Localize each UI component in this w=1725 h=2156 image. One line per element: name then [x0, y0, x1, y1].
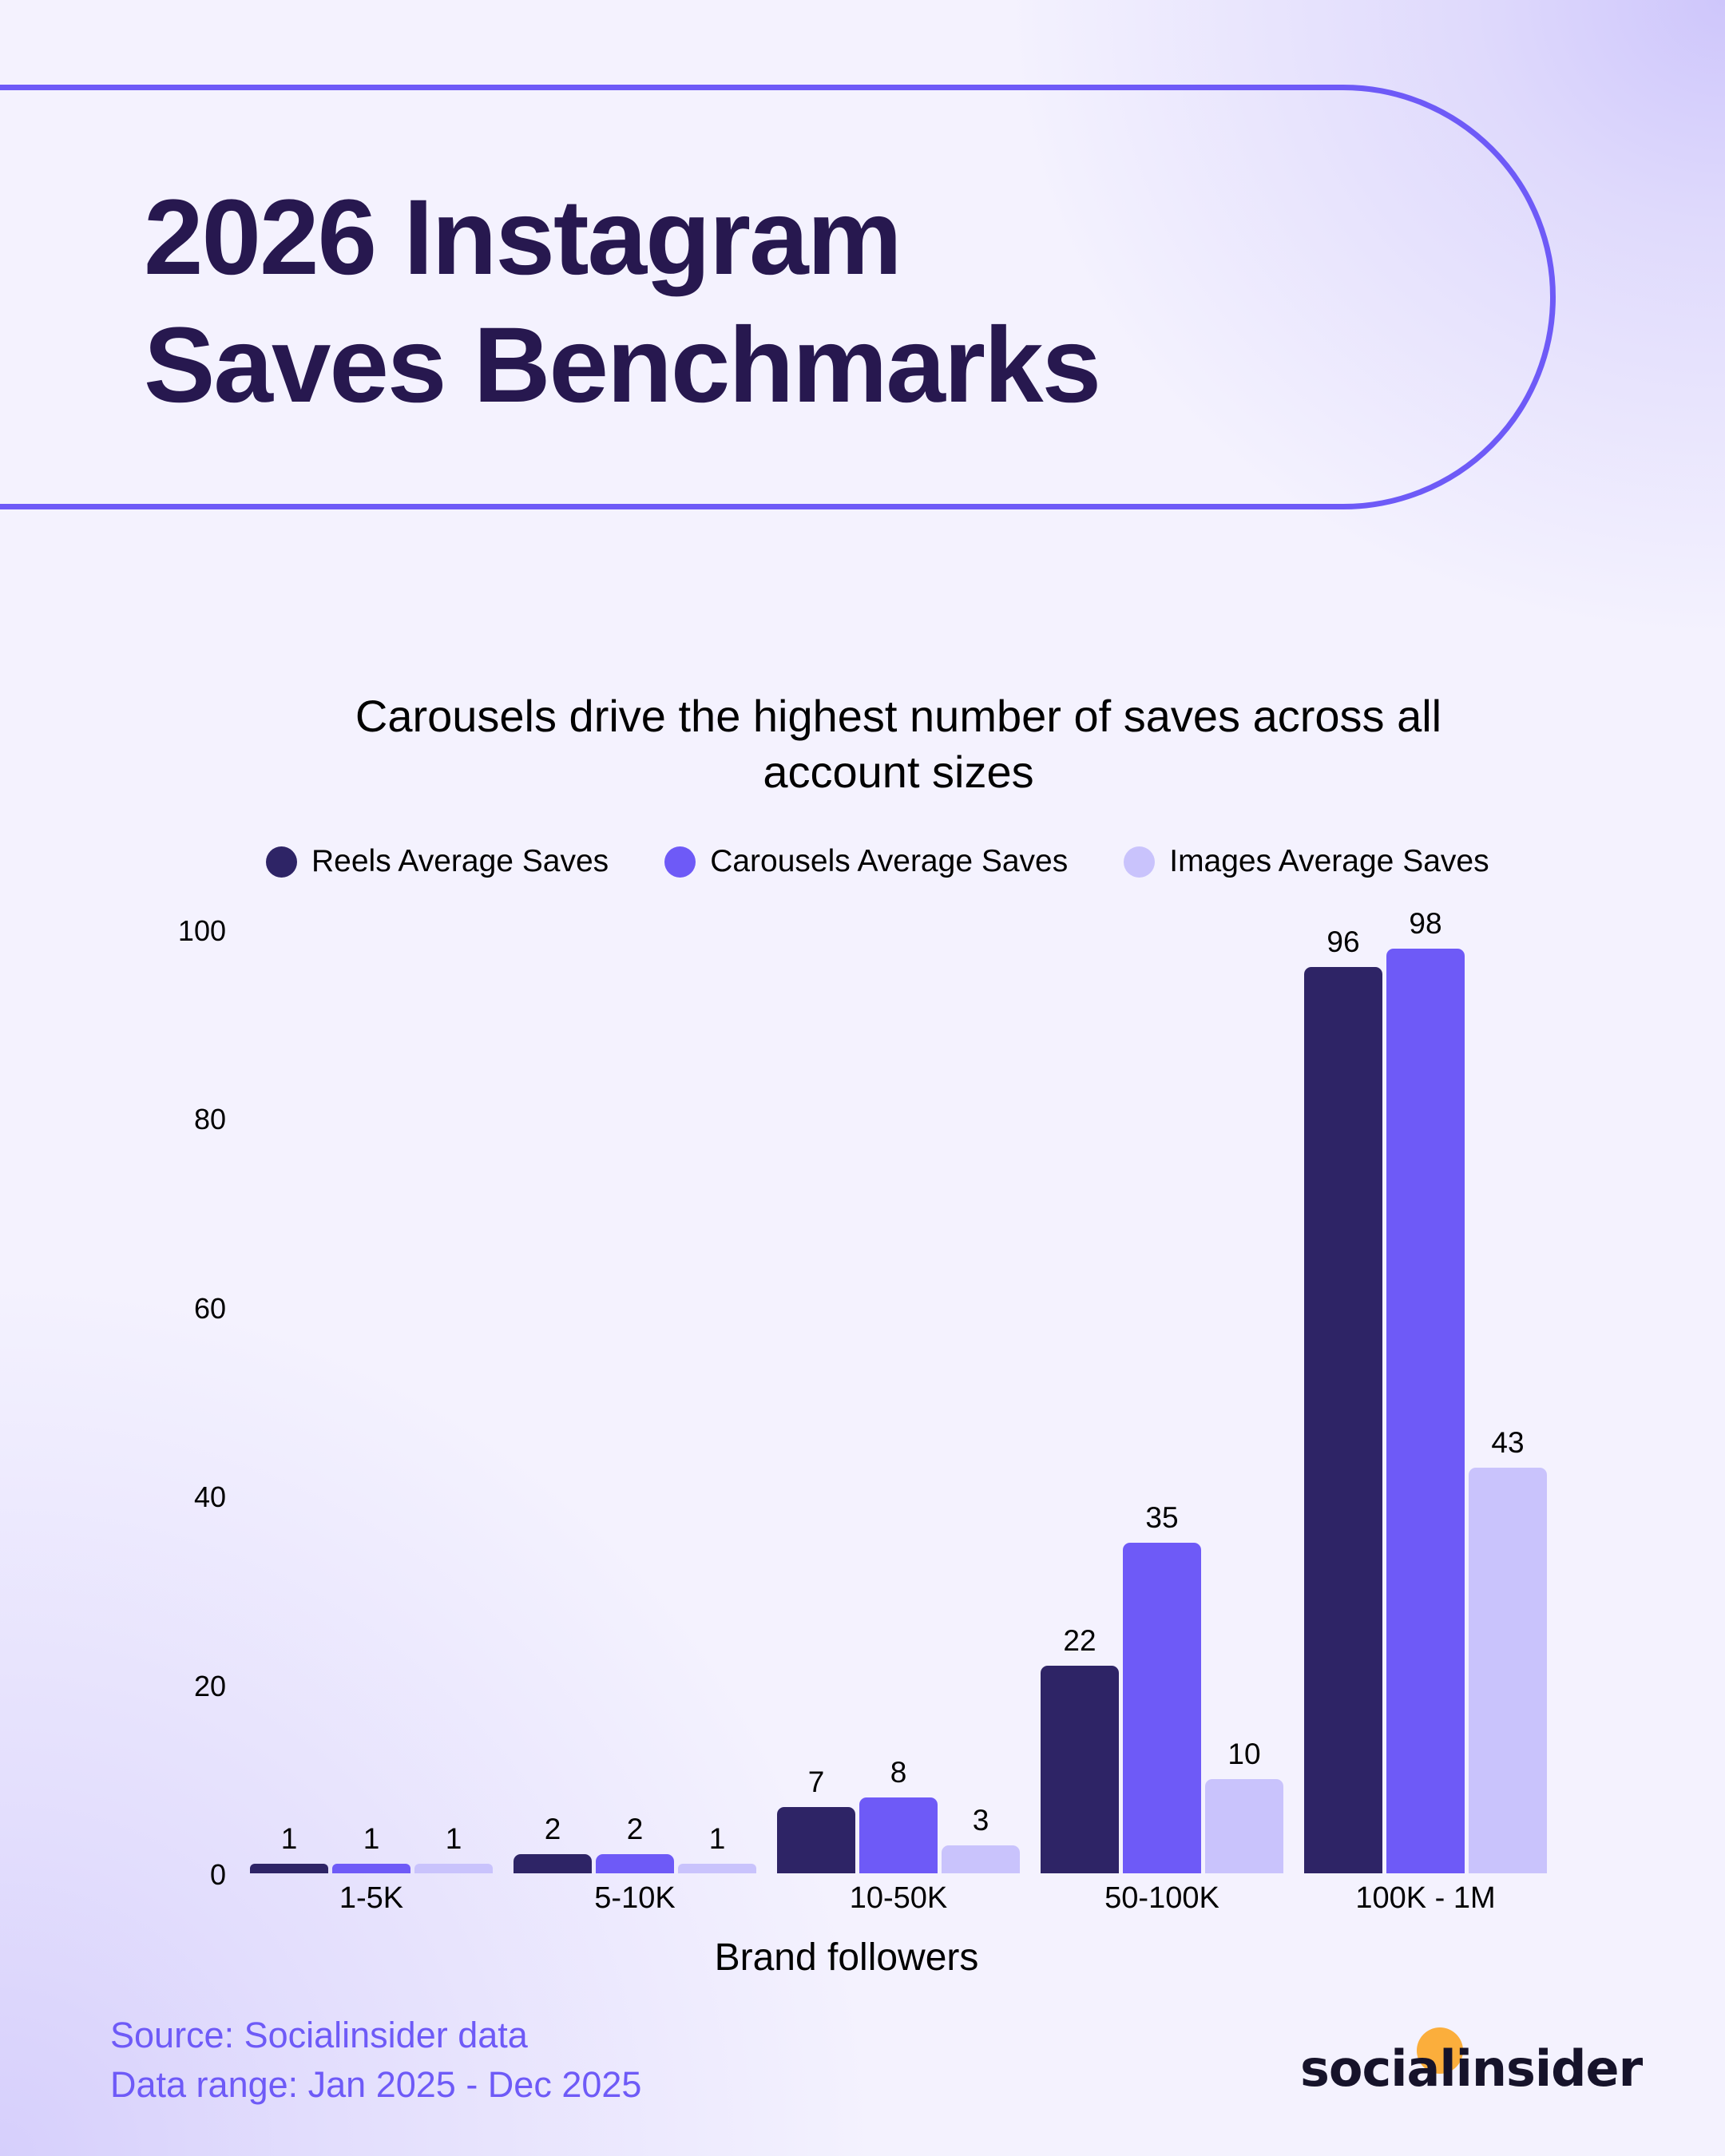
- bar: [414, 1864, 493, 1873]
- legend-dot-carousels-icon: [664, 846, 696, 878]
- bar-value-label: 1: [708, 1822, 726, 1856]
- y-tick-label: 20: [193, 1669, 226, 1702]
- page-title: 2026 Instagram Saves Benchmarks: [144, 174, 1101, 430]
- source-note: Source: Socialinsider data Data range: J…: [110, 2011, 641, 2110]
- legend-label-images: Images Average Saves: [1169, 844, 1489, 878]
- bar-value-label: 98: [1409, 906, 1442, 940]
- bar-value-label: 10: [1227, 1737, 1261, 1770]
- chart-legend: Reels Average Saves Carousels Average Sa…: [266, 842, 1545, 882]
- bar: [1469, 1467, 1547, 1873]
- chart-title: Carousels drive the highest number of sa…: [240, 688, 1557, 800]
- bar-value-label: 1: [363, 1822, 380, 1856]
- logo-dot-icon: [1417, 2027, 1463, 2074]
- bar: [250, 1864, 328, 1873]
- bar: [514, 1854, 592, 1873]
- x-axis-title: Brand followers: [714, 1936, 979, 1979]
- bar: [1123, 1543, 1201, 1873]
- x-tick-label: 1-5K: [339, 1881, 404, 1915]
- bar-value-label: 8: [890, 1756, 907, 1789]
- bar-value-label: 7: [807, 1766, 825, 1799]
- title-frame: [0, 85, 1556, 509]
- bar-value-label: 2: [544, 1813, 561, 1846]
- bar-value-label: 1: [280, 1822, 298, 1856]
- bar: [777, 1807, 855, 1873]
- chart-title-line-2: account sizes: [763, 747, 1034, 797]
- bar: [942, 1845, 1020, 1873]
- bar-value-label: 22: [1063, 1623, 1096, 1657]
- title-line-1: 2026 Instagram: [144, 178, 902, 297]
- x-tick-label: 100K - 1M: [1355, 1881, 1496, 1915]
- bar-value-label: 43: [1491, 1425, 1525, 1459]
- brand-logo: socialinsider: [1300, 2039, 1643, 2098]
- legend-label-carousels: Carousels Average Saves: [710, 844, 1069, 878]
- bar-value-label: 3: [972, 1803, 989, 1837]
- legend-dot-images-icon: [1124, 846, 1156, 878]
- bar: [332, 1864, 410, 1873]
- bar-value-label: 2: [626, 1813, 644, 1846]
- y-tick-label: 0: [209, 1858, 226, 1891]
- source-text: Source: Socialinsider data: [110, 2015, 528, 2055]
- legend-item-images: Images Average Saves: [1124, 844, 1489, 879]
- x-tick-label: 50-100K: [1104, 1881, 1219, 1915]
- bar: [596, 1854, 674, 1873]
- bar: [1304, 967, 1382, 1873]
- legend-item-carousels: Carousels Average Saves: [664, 844, 1068, 879]
- chart-title-line-1: Carousels drive the highest number of sa…: [355, 691, 1442, 741]
- legend-dot-reels-icon: [266, 846, 297, 878]
- bar-value-label: 96: [1326, 925, 1360, 959]
- y-tick-label: 80: [193, 1103, 226, 1136]
- x-tick-label: 5-10K: [594, 1881, 676, 1915]
- bar-value-label: 35: [1145, 1501, 1179, 1535]
- legend-item-reels: Reels Average Saves: [266, 844, 609, 879]
- y-tick-label: 60: [193, 1291, 226, 1325]
- y-tick-label: 40: [193, 1480, 226, 1514]
- legend-label-reels: Reels Average Saves: [311, 844, 609, 878]
- bar: [1386, 948, 1465, 1873]
- bar: [1205, 1778, 1283, 1873]
- bar: [678, 1864, 756, 1873]
- date-range-text: Data range: Jan 2025 - Dec 2025: [110, 2064, 642, 2105]
- bar: [859, 1797, 938, 1873]
- x-tick-label: 10-50K: [849, 1881, 948, 1915]
- title-line-2: Saves Benchmarks: [144, 306, 1101, 425]
- y-tick-label: 100: [177, 914, 226, 947]
- bar-value-label: 1: [445, 1822, 462, 1856]
- bar: [1041, 1665, 1119, 1873]
